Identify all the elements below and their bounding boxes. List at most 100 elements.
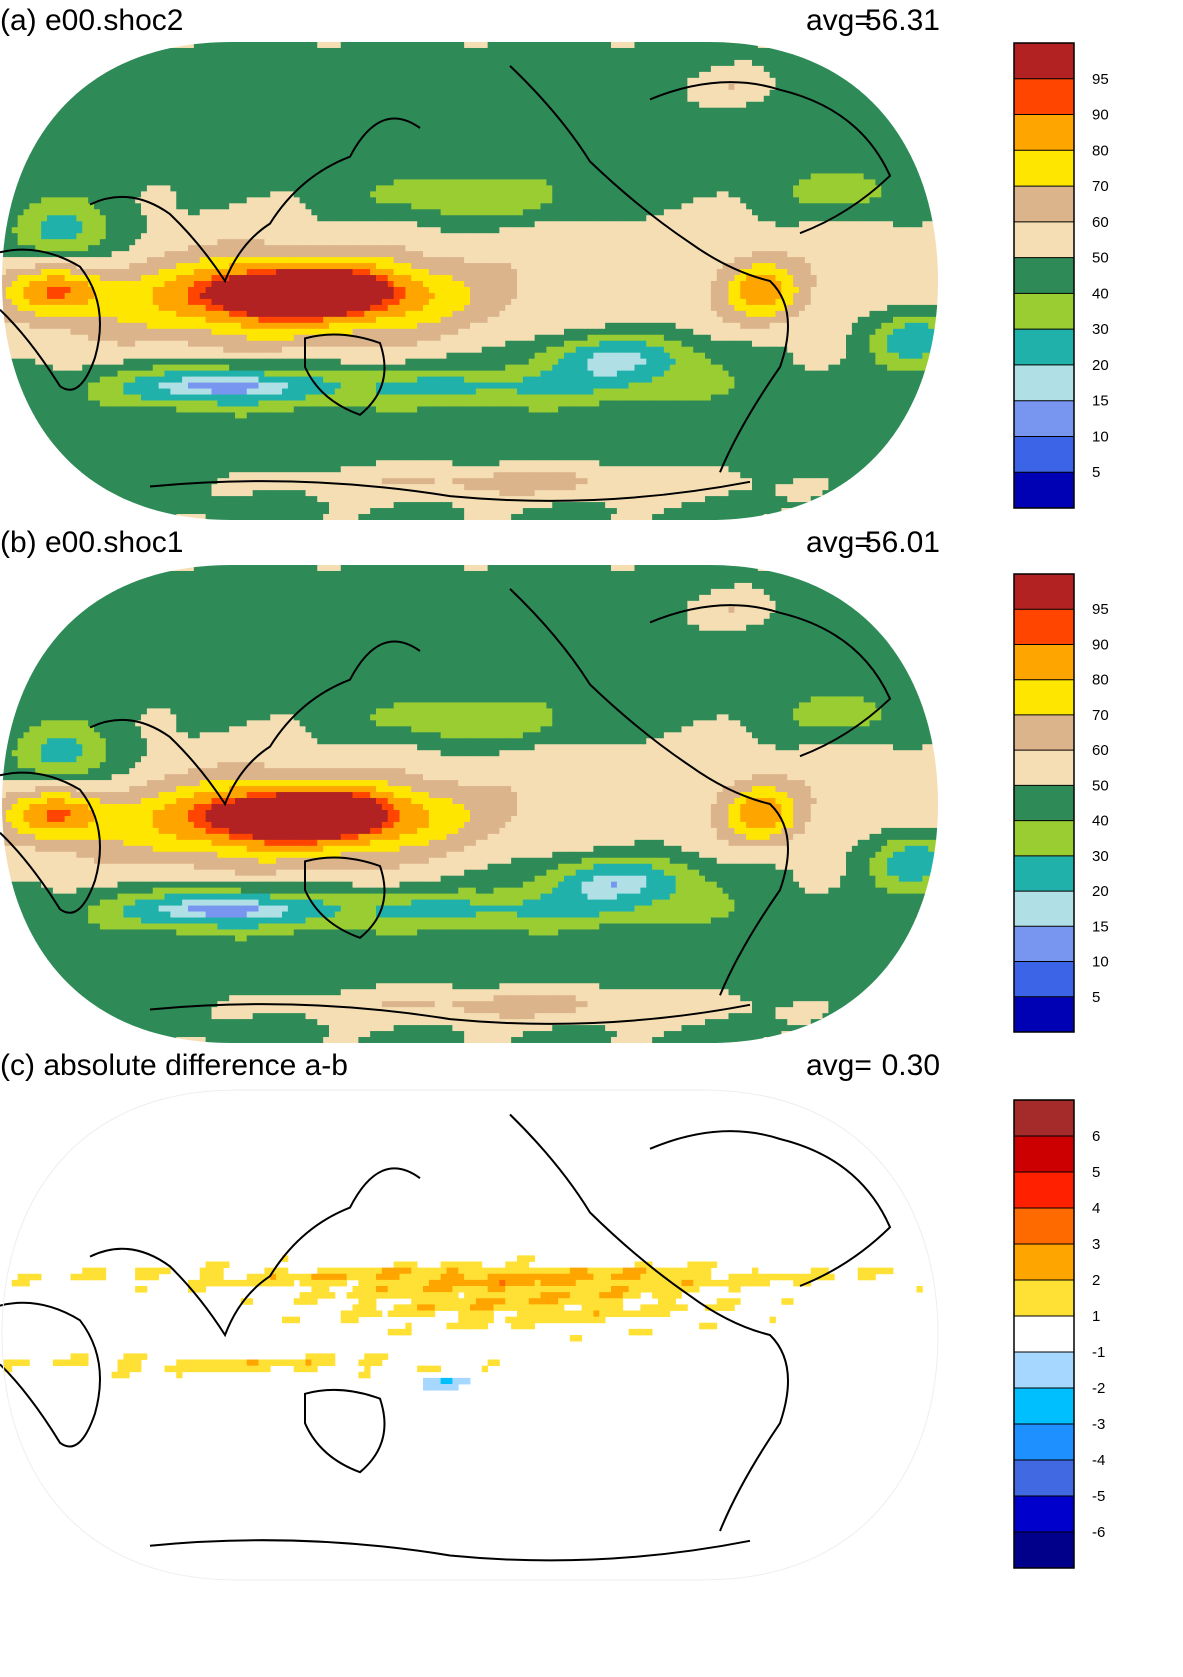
panel-b-colorbar: 5 10 15 20 30 40 50 60 70 80 90 95: [1013, 573, 1109, 1033]
colorbar-swatch: [1014, 436, 1074, 473]
colorbar-swatch: [1014, 364, 1074, 401]
colorbar-tick-label: 20: [1092, 357, 1109, 374]
colorbar-swatch: [1014, 1388, 1074, 1425]
panel-a-avg-value: 56.31: [865, 4, 940, 37]
colorbar-tick-label: -3: [1092, 1416, 1105, 1433]
colorbar-swatch: [1014, 996, 1074, 1033]
panel-c-coastlines: [0, 1113, 892, 1562]
colorbar-tick-label: 3: [1092, 1236, 1100, 1253]
panel-b-title: (b) e00.shoc1: [0, 526, 183, 559]
colorbar-tick-label: 5: [1092, 1164, 1100, 1181]
colorbar-swatch: [1014, 221, 1074, 258]
colorbar-swatch: [1014, 1280, 1074, 1317]
panel-a-field: [2, 42, 938, 520]
colorbar-tick-label: 30: [1092, 321, 1109, 338]
colorbar-tick-label: 50: [1092, 777, 1109, 794]
colorbar-tick-label: 20: [1092, 883, 1109, 900]
panel-b-map: [0, 565, 938, 1043]
colorbar-swatch: [1014, 150, 1074, 187]
panel-c-avg-value: 0.30: [882, 1049, 940, 1082]
panel-c-avg-label: avg=: [806, 1049, 872, 1082]
colorbar-tick-label: 4: [1092, 1200, 1100, 1217]
colorbar-tick-label: 70: [1092, 707, 1109, 724]
colorbar-swatch: [1014, 78, 1074, 115]
colorbar-swatch: [1014, 714, 1074, 751]
panel-b-avg-value: 56.01: [865, 526, 940, 559]
colorbar-tick-label: 1: [1092, 1308, 1100, 1325]
colorbar-tick-label: 50: [1092, 250, 1109, 267]
colorbar-swatch: [1014, 1532, 1074, 1569]
colorbar-swatch: [1014, 961, 1074, 998]
colorbar-tick-label: 90: [1092, 107, 1109, 124]
colorbar-swatch: [1014, 1208, 1074, 1245]
colorbar-swatch: [1014, 472, 1074, 509]
colorbar-tick-label: -2: [1092, 1380, 1105, 1397]
colorbar-tick-label: 10: [1092, 429, 1109, 446]
colorbar-swatch: [1014, 293, 1074, 330]
colorbar-swatch: [1014, 926, 1074, 962]
colorbar-swatch: [1014, 750, 1074, 786]
panel-b-field: [2, 565, 938, 1043]
colorbar-swatch: [1014, 1136, 1074, 1173]
colorbar-tick-label: 60: [1092, 214, 1109, 231]
colorbar-frame: [1013, 573, 1075, 1033]
colorbar-tick-label: 30: [1092, 848, 1109, 865]
colorbar-swatch: [1014, 1316, 1074, 1353]
colorbar-swatch: [1014, 679, 1074, 716]
panel-c: (c) absolute difference a-b avg= 0.30 -6…: [0, 1049, 1105, 1581]
colorbar-tick-label: 5: [1092, 989, 1100, 1006]
colorbar-tick-label: 5: [1092, 464, 1100, 481]
colorbar-swatch: [1014, 644, 1074, 680]
colorbar-swatch: [1014, 43, 1074, 80]
panel-a-colorbar: 5 10 15 20 30 40 50 60 70 80 90 95: [1013, 42, 1109, 509]
colorbar-swatch: [1014, 855, 1074, 892]
colorbar-frame: [1013, 42, 1075, 509]
colorbar-tick-label: 80: [1092, 672, 1109, 689]
colorbar-swatch: [1014, 1352, 1074, 1389]
colorbar-tick-label: 40: [1092, 285, 1109, 302]
colorbar-tick-label: 80: [1092, 142, 1109, 159]
colorbar-swatch: [1014, 609, 1074, 645]
panel-b: (b) e00.shoc1 avg= 56.01 5 10 15 20 30 40 50 60…: [0, 526, 1109, 1043]
colorbar-tick-label: 60: [1092, 742, 1109, 759]
panel-a-title: (a) e00.shoc2: [0, 4, 183, 37]
colorbar-tick-label: 70: [1092, 178, 1109, 195]
colorbar-tick-label: 2: [1092, 1272, 1100, 1289]
panel-a: (a) e00.shoc2 avg= 56.31 5 10 15 20 30 40 50 60…: [0, 4, 1109, 520]
colorbar-swatch: [1014, 785, 1074, 821]
colorbar-swatch: [1014, 1424, 1074, 1461]
panel-b-coastlines: [0, 588, 892, 1025]
colorbar-tick-label: 15: [1092, 393, 1109, 410]
colorbar-swatch: [1014, 329, 1074, 366]
colorbar-tick-label: 95: [1092, 71, 1109, 88]
colorbar-swatch: [1014, 1100, 1074, 1137]
colorbar-tick-label: -5: [1092, 1488, 1105, 1505]
colorbar-tick-label: 10: [1092, 954, 1109, 971]
colorbar-swatch: [1014, 1172, 1074, 1209]
colorbar-tick-label: 6: [1092, 1128, 1100, 1145]
colorbar-tick-label: -4: [1092, 1452, 1105, 1469]
colorbar-swatch: [1014, 257, 1074, 294]
colorbar-tick-label: -6: [1092, 1524, 1105, 1541]
colorbar-swatch: [1014, 400, 1074, 437]
colorbar-swatch: [1014, 820, 1074, 857]
colorbar-frame: [1013, 1099, 1075, 1569]
colorbar-tick-label: 15: [1092, 918, 1109, 935]
panel-c-colorbar: -6 -5 -4 -3 -2 -1 1 2 3 4 5 6: [1013, 1099, 1105, 1569]
colorbar-swatch: [1014, 891, 1074, 927]
panel-c-title: (c) absolute difference a-b: [0, 1049, 348, 1082]
colorbar-swatch: [1014, 1244, 1074, 1281]
panel-a-coastlines: [0, 65, 892, 502]
colorbar-swatch: [1014, 1460, 1074, 1497]
colorbar-tick-label: 40: [1092, 813, 1109, 830]
colorbar-swatch: [1014, 574, 1074, 610]
panel-a-avg-label: avg=: [806, 4, 872, 37]
colorbar-swatch: [1014, 1496, 1074, 1533]
colorbar-swatch: [1014, 114, 1074, 151]
panel-c-field: [2, 1255, 923, 1391]
panel-b-avg-label: avg=: [806, 526, 872, 559]
panel-a-map: [0, 42, 938, 520]
colorbar-tick-label: 90: [1092, 637, 1109, 654]
colorbar-tick-label: -1: [1092, 1344, 1105, 1361]
